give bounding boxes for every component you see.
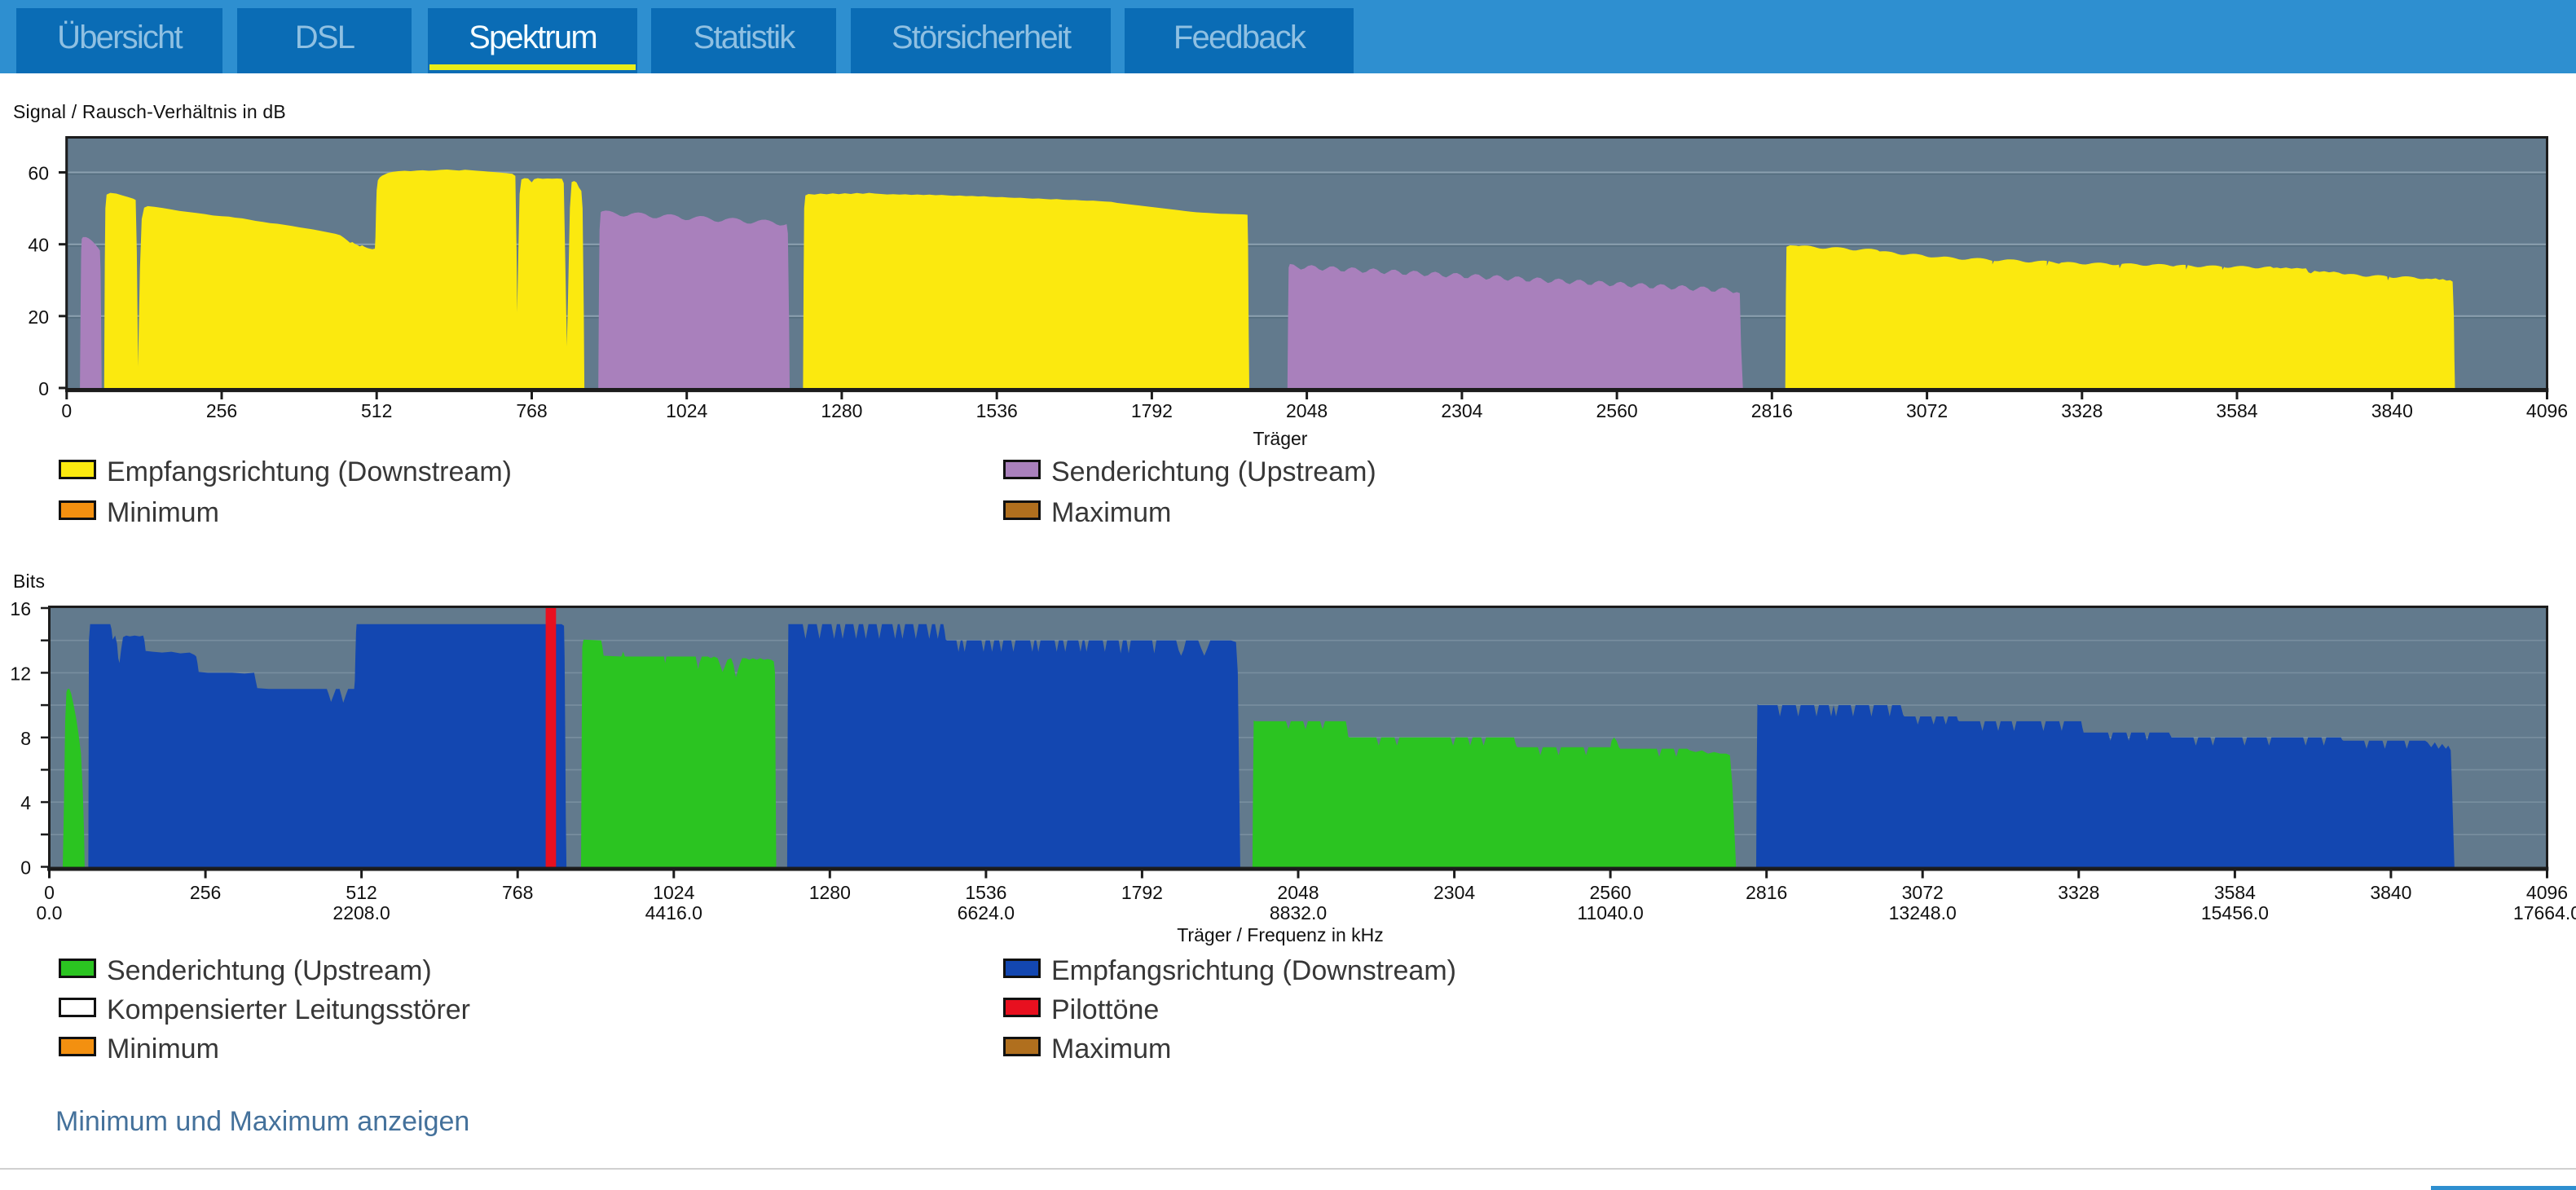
svg-text:512: 512 <box>361 400 392 421</box>
svg-text:Träger / Frequenz in kHz: Träger / Frequenz in kHz <box>1177 924 1384 945</box>
svg-text:2816: 2816 <box>1751 400 1793 421</box>
svg-text:Träger: Träger <box>1253 428 1308 449</box>
svg-text:2560: 2560 <box>1596 400 1638 421</box>
svg-text:2304: 2304 <box>1433 882 1475 903</box>
svg-text:12: 12 <box>10 663 31 684</box>
svg-text:4096: 4096 <box>2526 882 2568 903</box>
svg-text:256: 256 <box>190 882 221 903</box>
svg-text:60: 60 <box>28 163 49 184</box>
svg-text:2048: 2048 <box>1286 400 1328 421</box>
svg-text:2816: 2816 <box>1746 882 1787 903</box>
svg-text:0: 0 <box>61 400 72 421</box>
svg-text:0: 0 <box>20 857 31 879</box>
svg-text:4416.0: 4416.0 <box>645 902 702 923</box>
svg-text:256: 256 <box>206 400 237 421</box>
svg-text:0.0: 0.0 <box>37 902 63 923</box>
svg-text:1792: 1792 <box>1121 882 1163 903</box>
svg-text:17664.0: 17664.0 <box>2513 902 2576 923</box>
svg-text:3840: 3840 <box>2370 882 2411 903</box>
svg-text:768: 768 <box>516 400 547 421</box>
svg-text:3328: 3328 <box>2058 882 2099 903</box>
svg-text:2304: 2304 <box>1441 400 1482 421</box>
svg-text:1280: 1280 <box>821 400 862 421</box>
svg-text:0: 0 <box>38 378 49 399</box>
svg-text:4: 4 <box>20 792 31 813</box>
svg-text:1792: 1792 <box>1131 400 1173 421</box>
svg-text:768: 768 <box>502 882 533 903</box>
svg-text:13248.0: 13248.0 <box>1889 902 1957 923</box>
svg-text:2208.0: 2208.0 <box>332 902 390 923</box>
svg-text:20: 20 <box>28 306 49 328</box>
svg-text:8832.0: 8832.0 <box>1270 902 1327 923</box>
svg-text:3840: 3840 <box>2371 400 2413 421</box>
svg-text:1024: 1024 <box>653 882 694 903</box>
svg-text:0: 0 <box>44 882 55 903</box>
svg-text:1536: 1536 <box>965 882 1006 903</box>
svg-text:1024: 1024 <box>666 400 707 421</box>
svg-text:512: 512 <box>346 882 376 903</box>
svg-text:2560: 2560 <box>1590 882 1631 903</box>
svg-text:1280: 1280 <box>809 882 851 903</box>
svg-text:3584: 3584 <box>2214 882 2256 903</box>
svg-text:4096: 4096 <box>2526 400 2568 421</box>
svg-text:2048: 2048 <box>1277 882 1319 903</box>
svg-text:3328: 3328 <box>2061 400 2103 421</box>
svg-text:3072: 3072 <box>1902 882 1944 903</box>
svg-text:8: 8 <box>20 728 31 749</box>
svg-text:6624.0: 6624.0 <box>958 902 1015 923</box>
svg-text:15456.0: 15456.0 <box>2201 902 2269 923</box>
svg-text:40: 40 <box>28 235 49 256</box>
svg-text:11040.0: 11040.0 <box>1577 902 1643 923</box>
svg-text:3584: 3584 <box>2216 400 2257 421</box>
svg-text:3072: 3072 <box>1906 400 1948 421</box>
svg-text:1536: 1536 <box>976 400 1018 421</box>
svg-text:16: 16 <box>10 598 31 619</box>
